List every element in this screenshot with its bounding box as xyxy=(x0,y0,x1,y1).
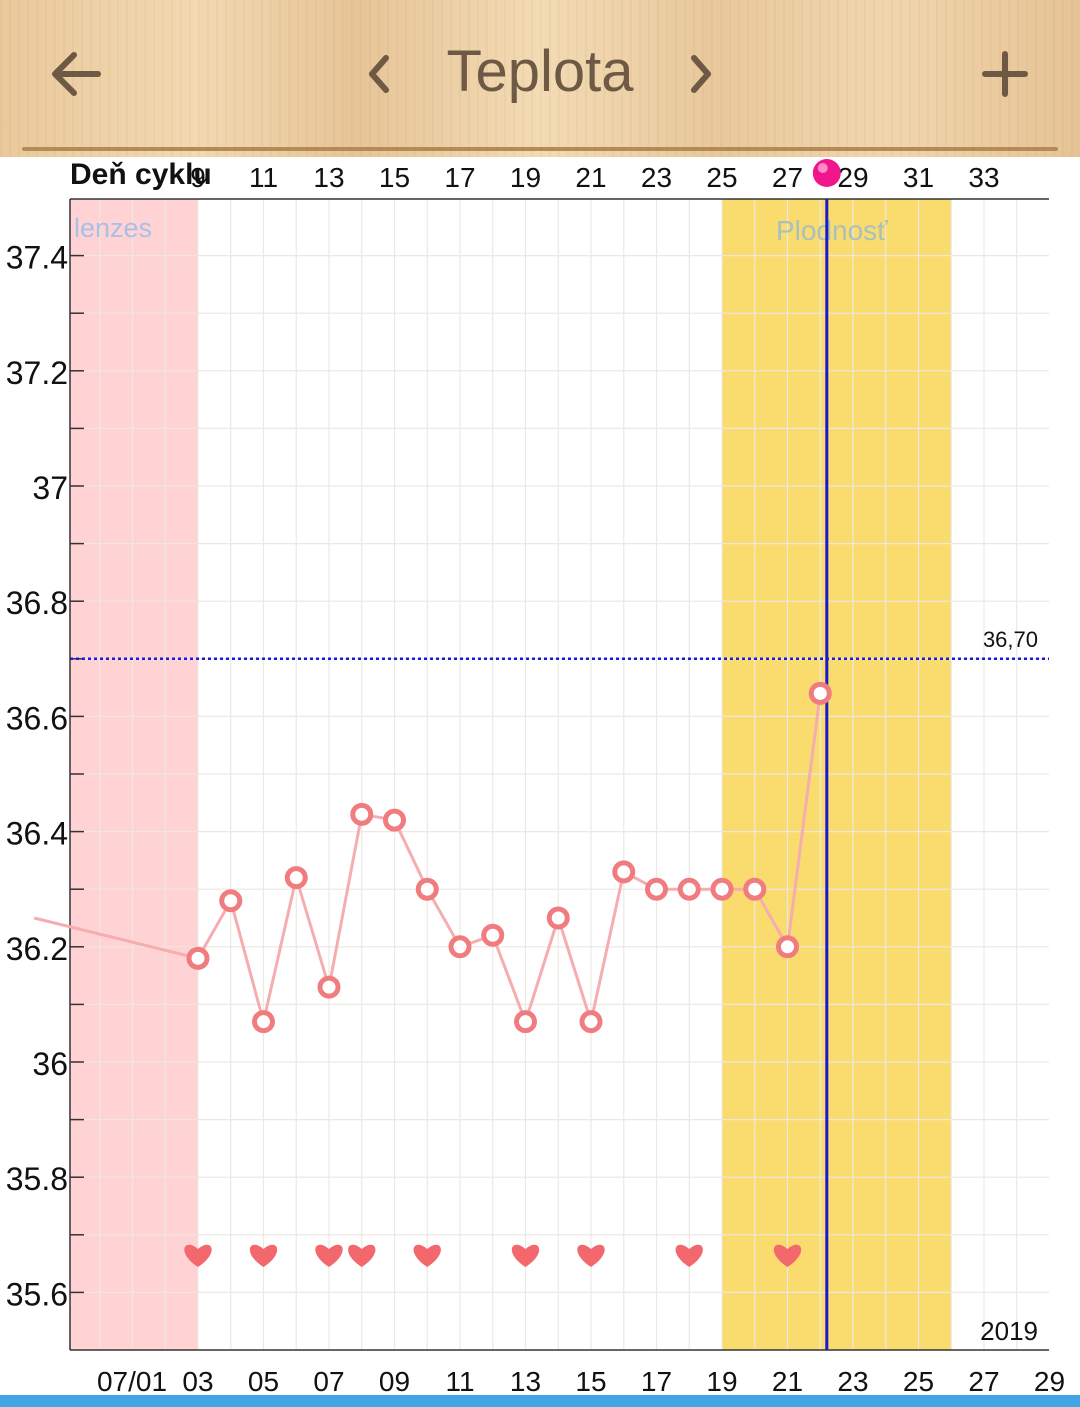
back-arrow-icon[interactable] xyxy=(46,44,106,104)
day-tick-label: 29 xyxy=(837,162,868,193)
y-tick-label: 36.2 xyxy=(6,931,68,967)
wood-texture xyxy=(0,0,1080,157)
heart-icon[interactable] xyxy=(773,1244,802,1267)
temperature-point[interactable] xyxy=(743,877,767,901)
heart-icon[interactable] xyxy=(577,1244,605,1267)
date-tick-label: 07/01 xyxy=(97,1366,167,1397)
temperature-point[interactable] xyxy=(677,877,701,901)
date-tick-label: 09 xyxy=(379,1366,410,1397)
temperature-point[interactable] xyxy=(252,1010,275,1034)
date-tick-label: 03 xyxy=(182,1366,213,1397)
add-plus-icon[interactable] xyxy=(976,44,1034,104)
y-tick-label: 37.2 xyxy=(6,355,68,391)
temperature-point[interactable] xyxy=(481,923,505,947)
temperature-point[interactable] xyxy=(317,975,341,999)
chevron-right-icon[interactable] xyxy=(684,50,718,98)
temperature-point[interactable] xyxy=(284,866,308,890)
heart-icon[interactable] xyxy=(184,1244,212,1267)
cycle-day-axis-title: Deň cyklu xyxy=(70,158,212,191)
day-tick-label: 25 xyxy=(706,162,737,193)
temperature-point[interactable] xyxy=(579,1010,603,1034)
day-tick-label: 17 xyxy=(444,162,475,193)
date-tick-label: 25 xyxy=(903,1366,934,1397)
date-tick-label: 11 xyxy=(445,1366,474,1397)
temperature-point[interactable] xyxy=(448,935,472,959)
day-tick-label: 33 xyxy=(968,162,999,193)
date-tick-label: 05 xyxy=(248,1366,279,1397)
date-tick-label: 07 xyxy=(313,1366,344,1397)
heart-icon[interactable] xyxy=(413,1244,441,1267)
day-tick-label: 11 xyxy=(249,162,278,193)
date-tick-label: 17 xyxy=(641,1366,672,1397)
date-tick-label: 27 xyxy=(968,1366,999,1397)
chevron-left-icon[interactable] xyxy=(362,50,396,98)
threshold-label: 36,70 xyxy=(983,627,1038,652)
day-tick-label: 9 xyxy=(190,162,206,193)
heart-icon[interactable] xyxy=(249,1244,278,1267)
y-tick-label: 36.6 xyxy=(6,700,68,736)
date-tick-label: 23 xyxy=(837,1366,868,1397)
date-tick-label: 21 xyxy=(772,1366,803,1397)
date-tick-label: 19 xyxy=(706,1366,737,1397)
y-tick-label: 37.4 xyxy=(6,240,68,276)
date-tick-label: 13 xyxy=(510,1366,541,1397)
temperature-point[interactable] xyxy=(383,808,406,832)
today-marker-dot[interactable] xyxy=(812,159,841,187)
y-tick-label: 36.4 xyxy=(6,816,68,852)
day-tick-label: 21 xyxy=(575,162,606,193)
temperature-point[interactable] xyxy=(514,1010,537,1034)
year-label: 2019 xyxy=(980,1316,1038,1346)
temperature-point[interactable] xyxy=(776,935,799,959)
temperature-point[interactable] xyxy=(546,906,570,930)
day-tick-label: 23 xyxy=(641,162,672,193)
day-tick-label: 19 xyxy=(510,162,541,193)
temperature-point[interactable] xyxy=(808,681,832,705)
heart-icon[interactable] xyxy=(675,1244,703,1267)
heart-icon[interactable] xyxy=(315,1244,343,1267)
date-tick-label: 29 xyxy=(1034,1366,1065,1397)
temperature-point[interactable] xyxy=(612,860,636,884)
page-title: Teplota xyxy=(446,39,634,104)
day-tick-label: 15 xyxy=(379,162,410,193)
bottom-accent-bar xyxy=(0,1395,1080,1407)
day-tick-label: 31 xyxy=(903,162,934,193)
temperature-point[interactable] xyxy=(710,877,734,901)
header-divider xyxy=(22,147,1058,151)
y-tick-label: 35.8 xyxy=(6,1161,68,1197)
app-header: Teplota xyxy=(0,0,1080,157)
y-tick-label: 37 xyxy=(32,470,68,506)
y-tick-label: 35.6 xyxy=(6,1276,68,1312)
date-tick-label: 15 xyxy=(575,1366,606,1397)
temperature-point[interactable] xyxy=(186,946,210,970)
temperature-point[interactable] xyxy=(645,877,668,901)
heart-icon[interactable] xyxy=(348,1244,376,1267)
y-tick-label: 36 xyxy=(32,1046,68,1082)
temperature-point[interactable] xyxy=(415,877,439,901)
y-tick-label: 36.8 xyxy=(6,585,68,621)
temperature-point[interactable] xyxy=(219,889,243,913)
band-label-menstruation: lenzes xyxy=(74,213,152,243)
day-tick-label: 27 xyxy=(772,162,803,193)
today-marker-highlight xyxy=(817,163,828,173)
band-label-fertility: Plodnosť xyxy=(776,215,888,246)
heart-icon[interactable] xyxy=(511,1244,540,1267)
day-tick-label: 13 xyxy=(313,162,344,193)
temperature-point[interactable] xyxy=(350,802,374,826)
